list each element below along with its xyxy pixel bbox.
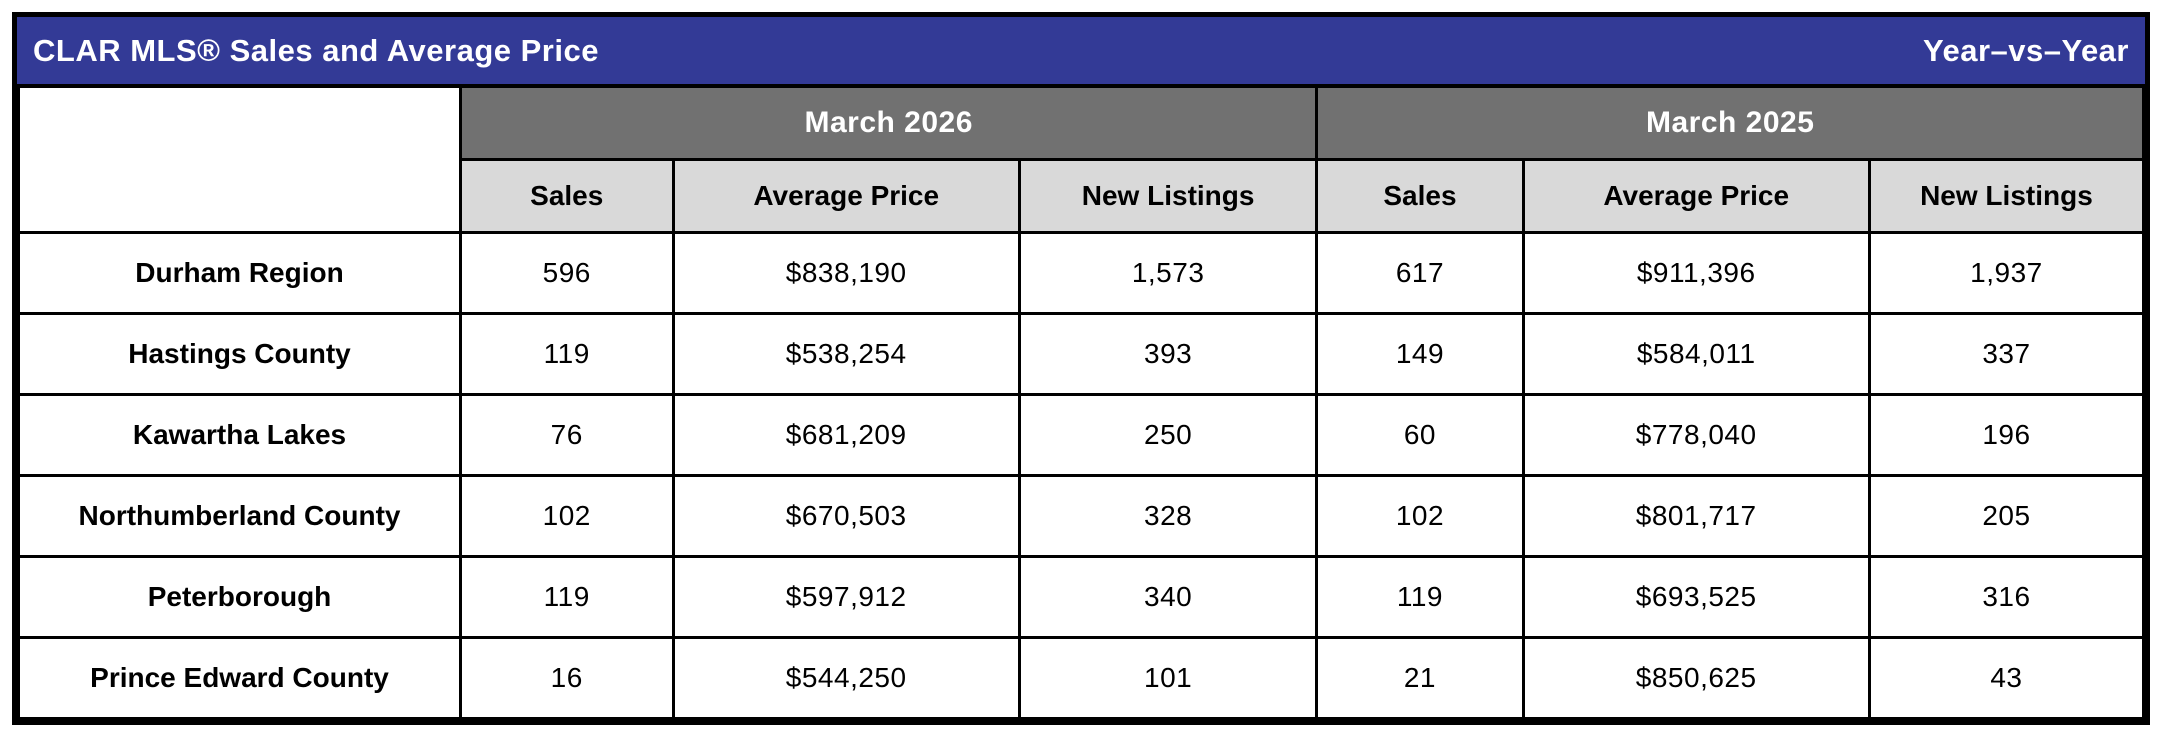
col-header-new-listings-2025: New Listings [1867,157,2146,234]
value-cell: 596 [459,230,675,315]
value-cell: 21 [1315,635,1525,721]
value-cell: 119 [459,554,675,639]
value-cell: 340 [1017,554,1319,639]
month-header-row: March 2026 March 2025 [17,84,2145,234]
value-cell: 149 [1315,311,1525,396]
value-cell: 101 [1017,635,1319,721]
value-cell: 119 [459,311,675,396]
page-title: CLAR MLS® Sales and Average Price [33,32,599,68]
sub-header-row: Sales Average Price New Listings Sales A… [19,157,2146,234]
value-cell: 617 [1315,230,1525,315]
corner-cell [17,84,462,234]
value-cell: 328 [1017,473,1319,558]
col-header-avg-price-2026: Average Price [671,157,1021,234]
value-cell: $538,254 [671,311,1021,396]
value-cell: $544,250 [671,635,1021,721]
value-cell: 16 [459,635,675,721]
value-cell: 316 [1867,554,2146,639]
value-cell: 393 [1017,311,1319,396]
value-cell: 205 [1867,473,2146,558]
value-cell: $681,209 [671,392,1021,477]
value-cell: $850,625 [1521,635,1871,721]
table-row: Northumberland County 102 $670,503 328 102 $8… [17,473,2146,558]
table-row: Peterborough 119 $597,912 340 119 $693,525 316 [17,554,2146,639]
col-header-sales-2025: Sales [1315,157,1525,234]
sales-report-table: CLAR MLS® Sales and Average Price Year–v… [12,12,2150,725]
value-cell: $597,912 [671,554,1021,639]
region-name: Kawartha Lakes [17,392,462,477]
col-header-avg-price-2025: Average Price [1521,157,1871,234]
value-cell: 1,937 [1867,230,2146,315]
value-cell: 76 [459,392,675,477]
table-row: Kawartha Lakes 76 $681,209 250 60 $778,040 196 [17,392,2146,477]
region-name: Prince Edward County [17,635,462,721]
col-header-new-listings-2026: New Listings [1017,157,1319,234]
value-cell: 250 [1017,392,1319,477]
month-header-2025: March 2025 [1315,84,2145,161]
value-cell: $838,190 [671,230,1021,315]
title-bar: CLAR MLS® Sales and Average Price Year–v… [17,17,2145,84]
region-name: Northumberland County [17,473,462,558]
value-cell: 60 [1315,392,1525,477]
value-cell: $670,503 [671,473,1021,558]
region-name: Hastings County [17,311,462,396]
table-body: Durham Region 596 $838,190 1,573 617 $911,396… [17,230,2146,721]
table-row: Hastings County 119 $538,254 393 149 $584,011… [17,311,2146,396]
value-cell: $911,396 [1521,230,1871,315]
value-cell: 337 [1867,311,2146,396]
value-cell: 1,573 [1017,230,1319,315]
value-cell: $584,011 [1521,311,1871,396]
table-row: Durham Region 596 $838,190 1,573 617 $911,396… [17,230,2146,315]
value-cell: 119 [1315,554,1525,639]
value-cell: $801,717 [1521,473,1871,558]
region-name: Peterborough [17,554,462,639]
stats-table: March 2026 March 2025 Sales Average Pric… [17,84,2146,721]
value-cell: 102 [1315,473,1525,558]
month-header-2026: March 2026 [458,84,1319,161]
value-cell: 196 [1867,392,2146,477]
value-cell: 43 [1867,635,2146,721]
value-cell: $693,525 [1521,554,1871,639]
region-name: Durham Region [17,230,462,315]
value-cell: 102 [459,473,675,558]
value-cell: $778,040 [1521,392,1871,477]
table-row: Prince Edward County 16 $544,250 101 21 $850,… [17,635,2146,721]
year-vs-year-label: Year–vs–Year [1923,32,2129,68]
col-header-sales-2026: Sales [459,157,675,234]
